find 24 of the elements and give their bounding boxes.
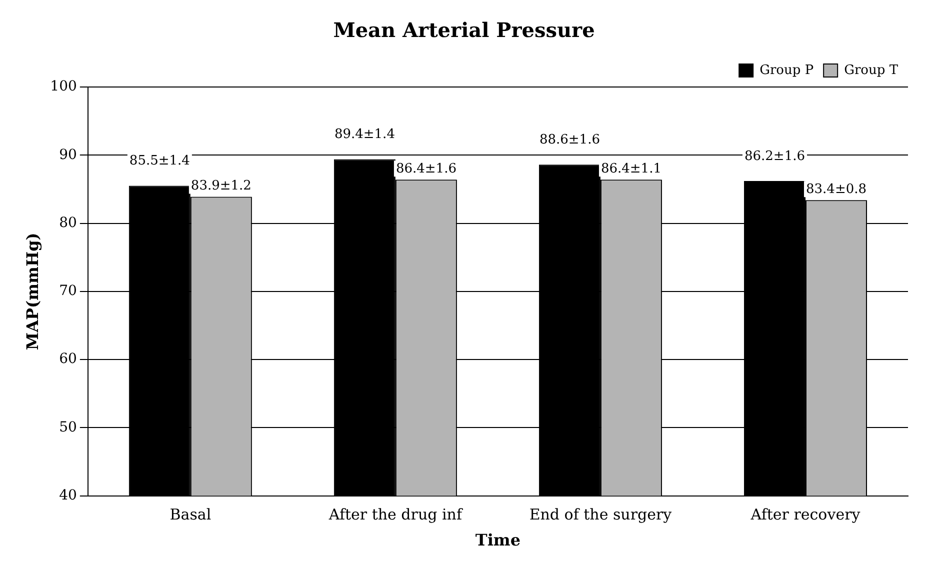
chart-title: Mean Arterial Pressure <box>333 18 595 42</box>
y-tick-label: 90 <box>59 146 77 163</box>
data-label: 86.4±1.1 <box>600 162 662 177</box>
y-tick-label: 80 <box>59 214 77 231</box>
y-tick-label: 60 <box>59 351 77 368</box>
data-label: 88.6±1.6 <box>539 132 600 148</box>
y-tick-label: 100 <box>50 78 77 95</box>
x-axis-title: Time <box>475 530 521 550</box>
data-label: 89.4±1.4 <box>334 127 395 142</box>
x-tick-label: End of the surgery <box>529 506 672 524</box>
data-label: 86.4±1.6 <box>396 162 456 177</box>
legend-label: Group T <box>844 62 898 78</box>
y-axis-title: MAP(mmHg) <box>22 232 42 350</box>
legend-label: Group P <box>760 62 814 78</box>
x-tick-label: Basal <box>170 506 212 524</box>
x-tick-label: After recovery <box>750 506 861 524</box>
data-label: 86.2±1.6 <box>744 148 805 164</box>
y-tick-label: 70 <box>59 283 77 300</box>
y-tick-label: 40 <box>59 487 77 504</box>
data-label: 85.5±1.4 <box>129 154 190 169</box>
x-tick-label: After the drug inf <box>328 506 464 524</box>
y-tick-label: 50 <box>59 419 77 436</box>
data-label: 83.9±1.2 <box>190 178 252 194</box>
data-label: 83.4±0.8 <box>806 182 866 197</box>
